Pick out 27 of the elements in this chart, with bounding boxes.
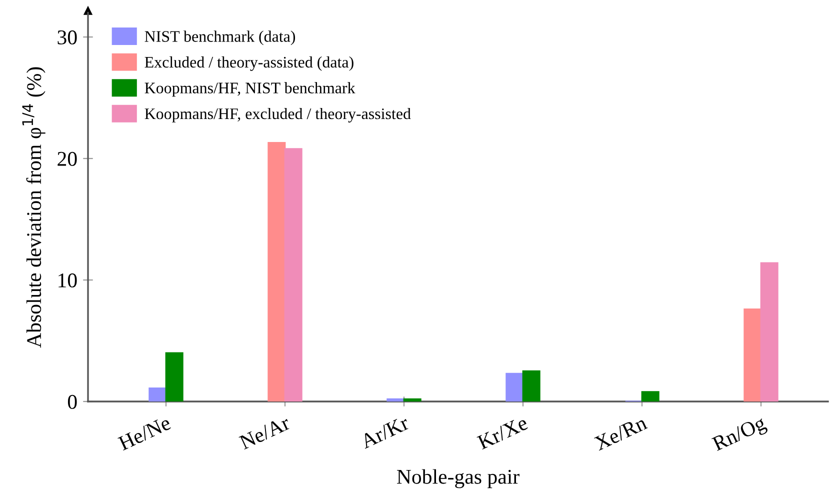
bar [268,142,286,402]
x-tick-label: Xe/Rn [593,415,648,451]
x-tick-label: Ne/Ar [238,415,292,450]
bar [284,148,302,402]
x-tick-label: Rn/Og [711,415,769,456]
legend-label: NIST benchmark (data) [144,30,296,46]
x-tick-label: Ar/Kr [359,415,410,449]
x-tick-label: He/Ne [118,416,172,451]
bar [386,398,405,402]
bar [641,391,660,402]
bar [760,262,778,402]
bar [744,308,762,402]
y-axis-title: Absolute deviation from φ$^{1/4}$ (%) [22,67,46,348]
legend-label: Koopmans/HF, NIST benchmark [144,82,356,97]
bar [403,398,422,402]
x-axis-title: Noble-gas pair [396,469,520,488]
y-tick-label: 0 [68,394,77,409]
legend-label: Koopmans/HF, excluded / theory-assisted [144,108,411,122]
bar [522,370,540,402]
x-tick-label: Kr/Xe [476,416,529,450]
legend-label: Excluded / theory-assisted (data) [144,56,354,71]
bar [506,372,524,402]
bar [148,387,167,402]
bar [165,352,184,402]
y-tick-label: 10 [58,273,77,288]
y-tick-label: 20 [58,152,77,166]
y-tick-label: 30 [58,30,77,44]
